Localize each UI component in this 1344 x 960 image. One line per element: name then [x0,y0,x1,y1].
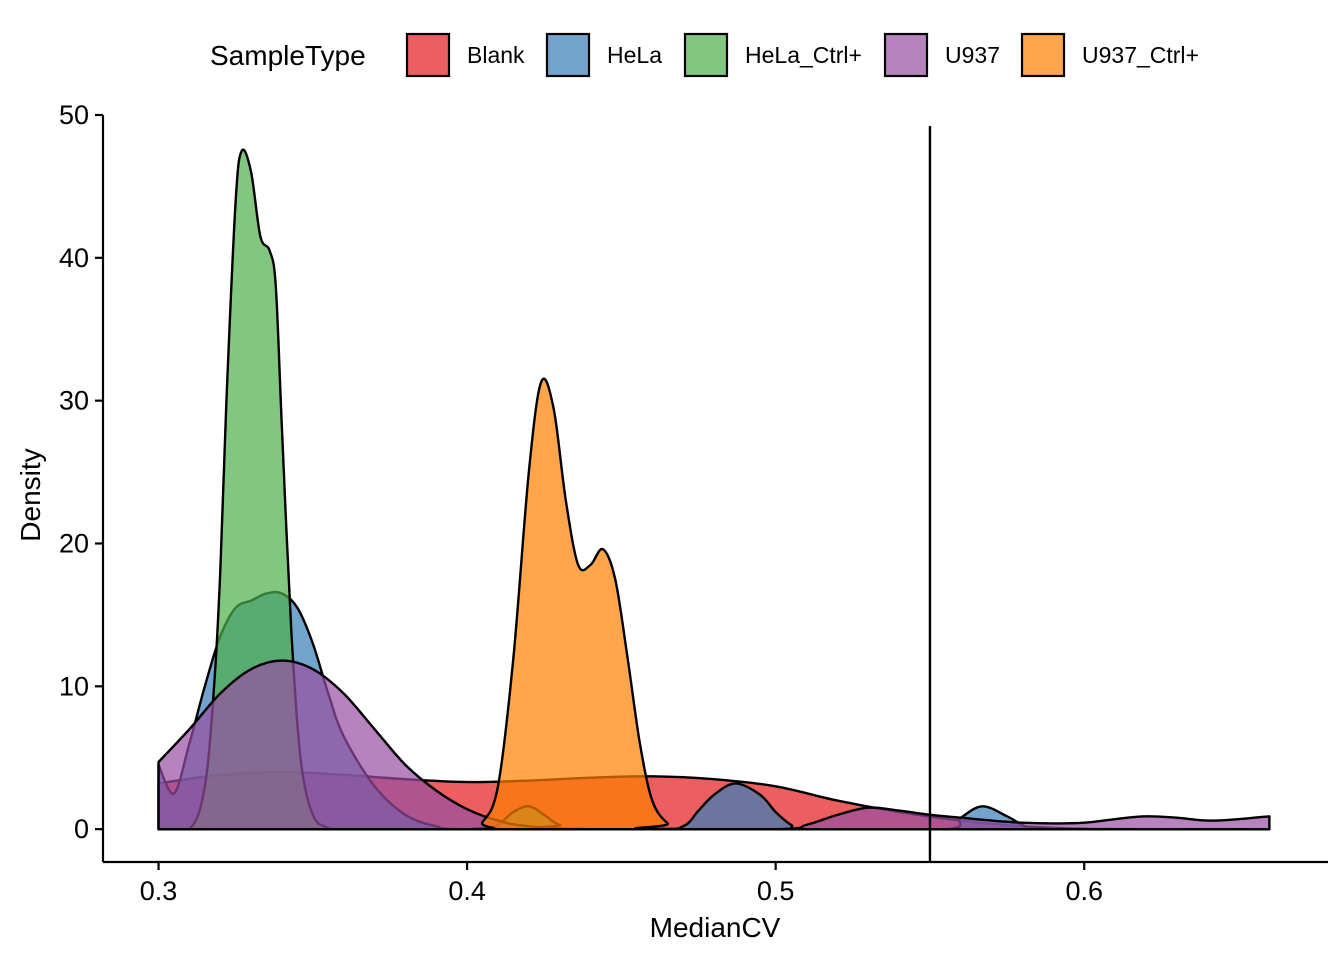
legend-key-blank [405,32,451,78]
legend-item-hela: HeLa [545,32,662,78]
legend-key-hela [545,32,591,78]
legend: SampleType Blank HeLa HeLa_Ctrl+ U937 U937_C… [210,32,1199,78]
legend-label-u937: U937 [945,42,1000,68]
x-axis-title: MedianCV [650,912,781,943]
legend-item-hela-ctrl: HeLa_Ctrl+ [683,32,862,78]
y-tick-label: 40 [59,243,89,273]
legend-key-hela-ctrl [683,32,729,78]
y-tick-label: 50 [59,100,89,130]
legend-label-hela: HeLa [607,42,662,68]
legend-key-u937 [883,32,929,78]
density-u937-ctrl [157,377,1271,831]
y-tick-label: 20 [59,528,89,558]
legend-label-blank: Blank [467,42,525,68]
density-areas [157,148,1271,831]
density-u937 [157,659,1271,831]
legend-key-u937-ctrl [1020,32,1066,78]
x-tick-label: 0.3 [140,876,178,906]
axes: 0 10 20 30 40 50 0.3 0.4 0.5 0.6 [59,100,1328,906]
y-axis-title: Density [15,448,46,541]
legend-item-blank: Blank [405,32,525,78]
legend-label-u937-ctrl: U937_Ctrl+ [1082,42,1199,68]
y-tick-label: 0 [74,814,89,844]
x-tick-label: 0.6 [1065,876,1103,906]
legend-item-u937: U937 [883,32,1000,78]
legend-item-u937-ctrl: U937_Ctrl+ [1020,32,1199,78]
x-tick-label: 0.4 [448,876,486,906]
legend-label-hela-ctrl: HeLa_Ctrl+ [745,42,862,68]
y-tick-label: 30 [59,386,89,416]
x-tick-label: 0.5 [757,876,795,906]
y-tick-label: 10 [59,671,89,701]
legend-title: SampleType [210,40,366,71]
